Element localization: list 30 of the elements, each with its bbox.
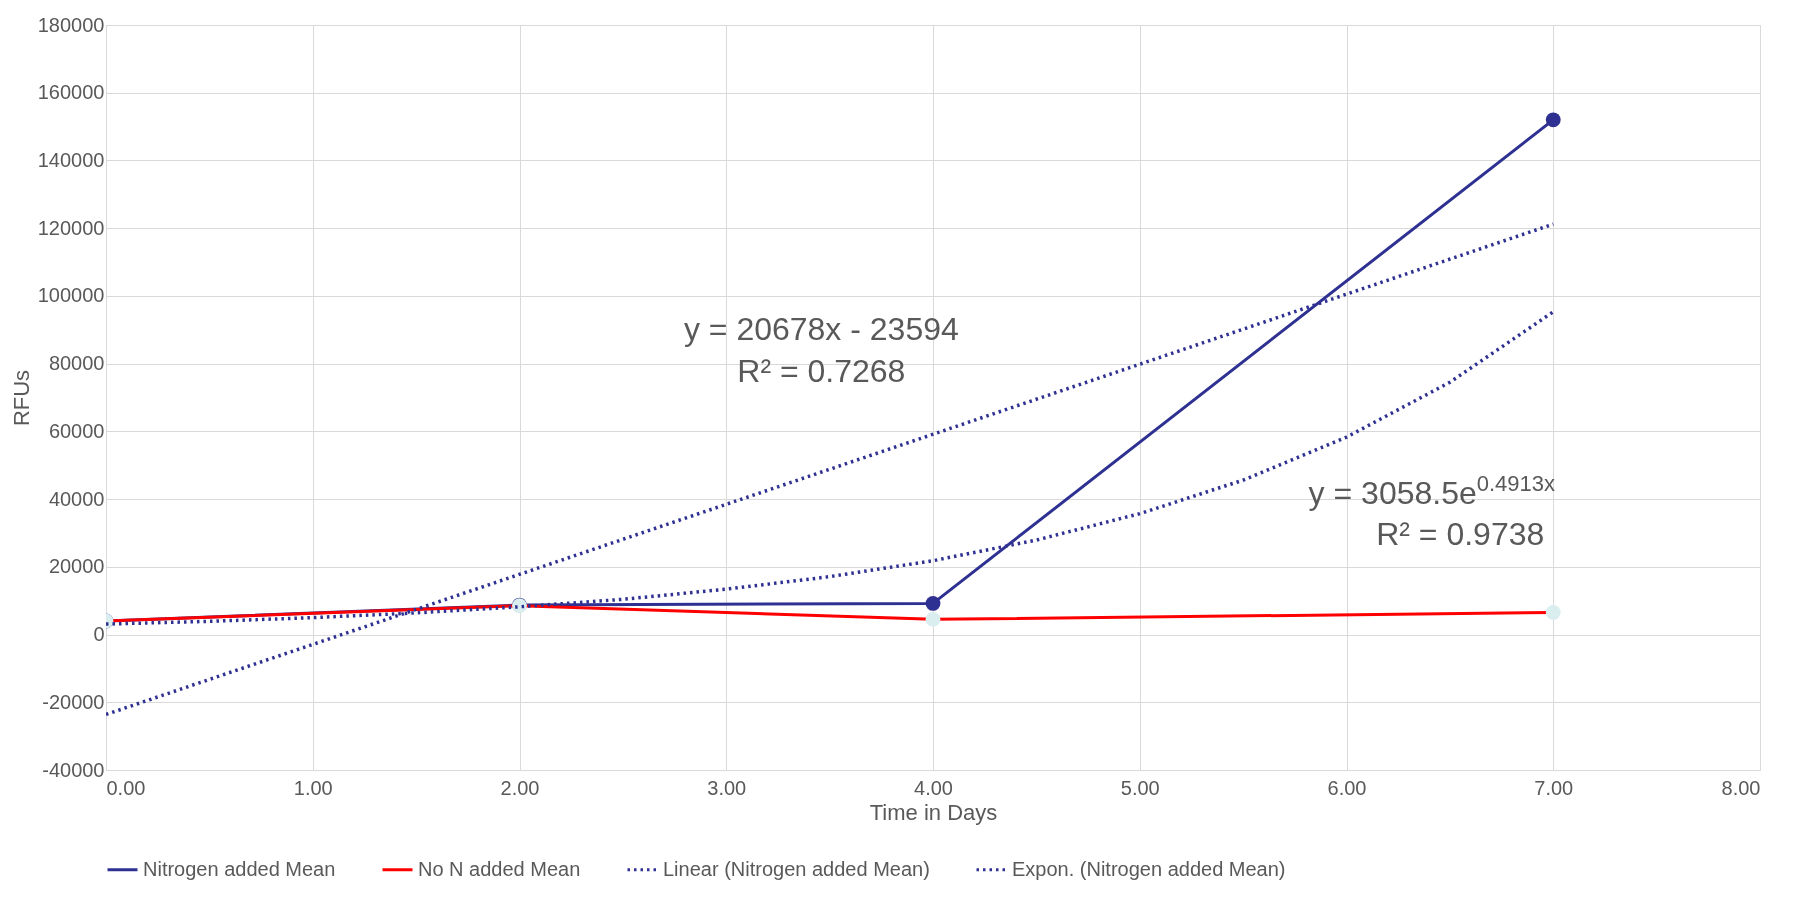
y-tick-label: 100000: [37, 284, 105, 307]
legend-label: No N added Mean: [418, 857, 581, 880]
y-axis-title: RFUs: [8, 369, 34, 427]
x-tick-label: 7.00: [1534, 776, 1574, 799]
y-tick-label: 60000: [48, 419, 105, 442]
y-tick-label: 120000: [37, 216, 105, 239]
x-tick-label: 6.00: [1327, 776, 1367, 799]
x-tick-label: 8.00: [1721, 776, 1761, 799]
y-tick-label: 0: [93, 623, 105, 646]
annotation: R² = 0.9738: [1376, 515, 1545, 552]
y-tick-label: 40000: [48, 487, 105, 510]
legend-label: Linear (Nitrogen added Mean): [663, 857, 930, 880]
y-tick-label: 140000: [37, 148, 105, 171]
x-tick-label: 2.00: [500, 776, 540, 799]
x-tick-label: 4.00: [914, 776, 953, 799]
x-tick-label: 3.00: [707, 776, 747, 799]
legend-label: Expon. (Nitrogen added Mean): [1012, 857, 1286, 880]
y-tick-label: -20000: [42, 690, 105, 713]
x-axis-title: Time in Days: [869, 799, 998, 825]
y-tick-label: 180000: [37, 13, 105, 36]
x-tick-label: 0.00: [106, 776, 146, 799]
annotation: R² = 0.7268: [737, 353, 906, 390]
y-tick-label: 80000: [48, 352, 105, 375]
annotation: y = 20678x - 23594: [683, 310, 959, 347]
legend-label: Nitrogen added Mean: [143, 857, 336, 880]
x-tick-label: 1.00: [293, 776, 333, 799]
y-tick-label: 160000: [37, 81, 105, 104]
x-tick-label: 5.00: [1120, 776, 1160, 799]
y-tick-label: -40000: [42, 758, 105, 781]
y-tick-label: 20000: [48, 555, 105, 578]
